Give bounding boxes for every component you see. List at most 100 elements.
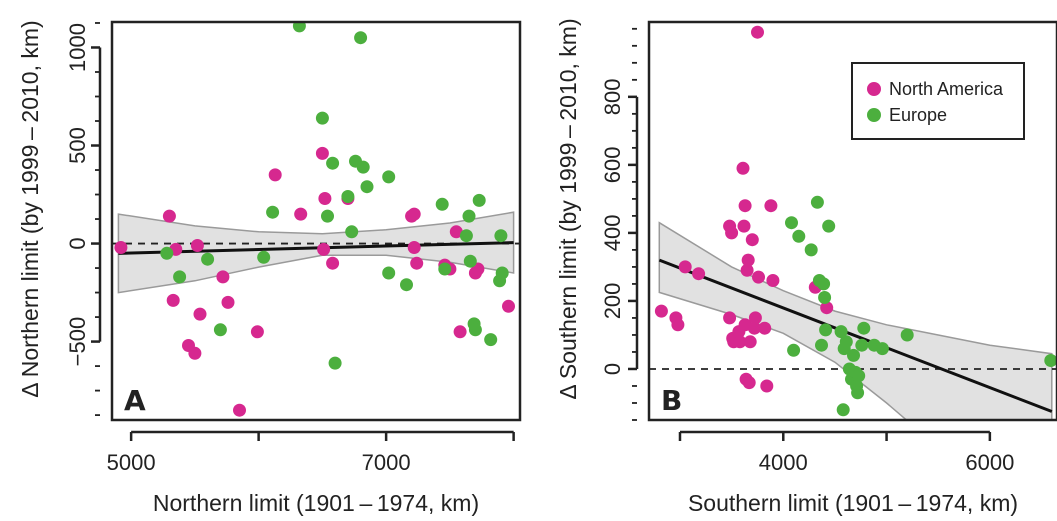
data-point-europe [836, 403, 850, 417]
data-point-north-america [751, 25, 764, 39]
data-point-europe [855, 338, 869, 352]
y-axis-title: Δ Southern limit (by 1999 – 2010, km) [555, 18, 581, 399]
data-point-europe [785, 216, 798, 230]
data-point-north-america [449, 225, 463, 239]
data-point-north-america [268, 168, 282, 182]
data-point-europe [804, 243, 818, 257]
panel-a-chart: −500 0 500 1000 5000 7000 Northern limit (1901… [17, 20, 522, 516]
data-point-north-america [502, 299, 515, 313]
data-point-north-america [736, 161, 750, 175]
data-point-north-america [233, 403, 246, 417]
data-point-north-america [114, 241, 128, 254]
x-tick-label: 5000 [107, 450, 156, 475]
y-tick-label: 200 [600, 283, 625, 320]
data-point-europe [463, 254, 477, 268]
data-point-north-america [692, 267, 706, 281]
series-north-america [654, 25, 834, 393]
data-point-europe [459, 229, 473, 243]
data-point-europe [400, 278, 413, 292]
y-tick-label: 400 [600, 215, 625, 252]
x-axis-title: Southern limit (1901 – 1974, km) [688, 490, 1018, 516]
data-point-north-america [678, 260, 692, 274]
data-point-europe [438, 262, 452, 276]
data-point-europe [900, 328, 914, 342]
data-point-north-america [725, 226, 739, 240]
data-point-north-america [453, 325, 467, 339]
data-point-north-america [766, 274, 780, 287]
data-point-north-america [407, 207, 421, 221]
data-point-europe [1044, 354, 1057, 367]
data-point-europe [495, 266, 509, 280]
data-point-europe [852, 369, 866, 383]
data-point-europe [847, 348, 860, 362]
data-point-europe [819, 323, 833, 337]
data-point-north-america [820, 301, 834, 315]
legend-swatch-europe [867, 108, 881, 122]
x-tick-label: 6000 [965, 450, 1014, 475]
data-point-europe [857, 321, 871, 335]
confidence-band [117, 211, 515, 294]
data-point-europe [173, 270, 187, 284]
data-point-europe [494, 229, 508, 243]
data-point-north-america [745, 233, 759, 247]
data-point-europe [851, 386, 865, 400]
plot-frame [647, 20, 1057, 422]
y-tick-label: 800 [600, 78, 625, 115]
plot-area [649, 25, 1057, 420]
data-point-europe [462, 209, 476, 223]
data-point-europe [382, 266, 396, 280]
y-tick-label: −500 [65, 317, 90, 367]
data-point-north-america [748, 311, 762, 325]
y-tick-label: 0 [65, 237, 90, 249]
data-point-europe [326, 156, 340, 170]
data-point-north-america [733, 335, 747, 349]
panel-letter: B [661, 384, 682, 417]
data-point-north-america [743, 335, 757, 349]
data-point-europe [345, 225, 359, 239]
data-point-north-america [221, 295, 235, 309]
y-tick-label: 600 [600, 147, 625, 184]
legend-box [851, 62, 1025, 140]
data-point-north-america [318, 192, 332, 205]
data-point-europe [257, 250, 271, 264]
data-point-europe [815, 338, 828, 352]
data-point-europe [266, 205, 280, 219]
data-point-north-america [741, 253, 755, 267]
data-point-north-america [317, 242, 331, 256]
y-axis-title: Δ Northern limit (by 1999 – 2010, km) [17, 20, 43, 397]
data-point-north-america [190, 239, 204, 252]
data-point-north-america [188, 346, 202, 360]
series-north-america [114, 146, 515, 417]
series-europe [785, 195, 1057, 417]
data-point-europe [875, 342, 889, 356]
data-point-north-america [740, 263, 754, 277]
x-tick-label: 7000 [362, 450, 411, 475]
legend-label: Europe [889, 105, 947, 125]
data-point-north-america [760, 379, 774, 393]
data-point-europe [160, 246, 174, 260]
data-point-europe [787, 343, 801, 357]
data-point-europe [834, 325, 848, 339]
data-point-europe [822, 219, 836, 233]
data-point-north-america [216, 270, 230, 284]
data-point-north-america [764, 199, 778, 213]
data-point-north-america [654, 304, 668, 318]
legend-label: North America [889, 79, 1004, 99]
data-point-europe [817, 277, 831, 291]
panel-letter: A [124, 384, 146, 417]
data-point-europe [356, 160, 370, 174]
data-point-north-america [315, 146, 329, 160]
plot-area [112, 22, 520, 417]
x-axis-title: Northern limit (1901 – 1974, km) [153, 490, 479, 516]
y-tick-label: 500 [65, 127, 90, 164]
data-point-europe [382, 170, 396, 184]
regression-line [658, 258, 1053, 413]
y-tick-label: 0 [600, 363, 625, 375]
data-point-north-america [162, 209, 176, 223]
data-point-europe [315, 111, 329, 125]
data-point-europe [360, 180, 374, 194]
data-point-north-america [410, 256, 424, 270]
data-point-europe [818, 291, 832, 304]
data-point-north-america [294, 207, 308, 221]
